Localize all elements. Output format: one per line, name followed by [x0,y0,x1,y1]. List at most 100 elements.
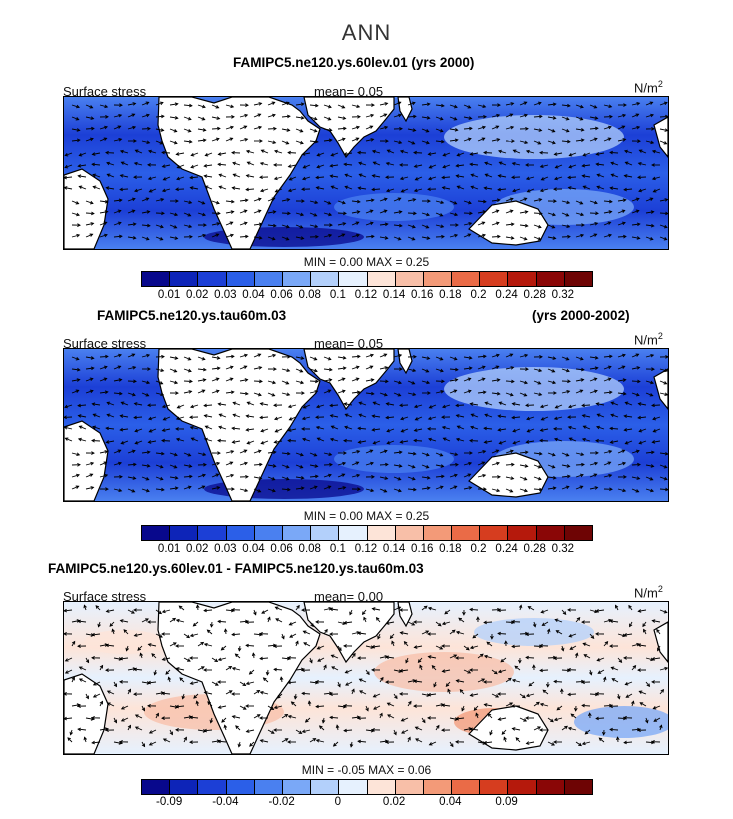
colorbar-tick-label: 0.01 [157,289,181,301]
colorbar-swatch [423,780,453,794]
panel-title: FAMIPC5.ne120.ys.60lev.01 (yrs 2000) [233,55,475,70]
colorbar-swatch [339,526,368,540]
panel-title: FAMIPC5.ne120.ys.60lev.01 - FAMIPC5.ne12… [48,561,424,576]
colorbar-swatch [198,272,227,286]
land-mass [157,349,321,501]
mean-readout: mean= 0.05 [314,84,383,99]
colorbar-swatch [564,780,592,794]
colorbar-swatch [226,780,255,794]
stress-map [64,349,668,501]
contour-region [474,618,594,646]
colorbar-swatch [170,526,199,540]
colorbar-swatch [395,780,424,794]
colorbar-tick-label: 0.16 [411,289,434,301]
units-label: N/m2 [634,331,663,347]
colorbar-swatch [282,780,312,794]
colorbar-swatch [536,526,565,540]
colorbar-tick-label: 0.08 [298,543,321,555]
colorbar [141,779,593,795]
colorbar-tick-label: 0.18 [439,289,462,301]
colorbar-swatch [142,526,171,540]
land-mass [397,602,413,628]
colorbar-tick-label: 0.2 [470,543,487,555]
colorbar-swatch [226,272,255,286]
max-value: 0.25 [405,509,430,523]
mean-label: mean= [314,589,355,604]
contour-region [334,193,454,221]
max-value: 0.25 [405,255,430,269]
mean-readout: mean= 0.00 [314,589,383,604]
land-mass [653,116,668,158]
variable-label: Surface stress [63,84,147,99]
colorbar-tick-label: 0.2 [470,289,487,301]
colorbar-swatch [198,780,227,794]
colorbar-tick-label: 0.03 [214,543,237,555]
land-mass [303,349,395,411]
land-mass [653,368,668,410]
colorbar-swatch [339,780,368,794]
colorbar-swatch [311,526,340,540]
colorbar-tick-label: 0.12 [354,543,378,555]
colorbar-tick-label: 0.06 [270,289,293,301]
colorbar-swatch [311,780,340,794]
variable-label: Surface stress [63,589,147,604]
colorbar-swatch [142,272,171,286]
mean-readout: mean= 0.05 [314,336,383,351]
colorbar-swatch [282,526,312,540]
colorbar-swatch [198,526,227,540]
min-label: MIN = [303,255,337,269]
map-panel [63,348,669,502]
colorbar-swatch [536,780,565,794]
land-mass [64,673,109,754]
min-max-readout: MIN = -0.05 MAX = 0.06 [0,763,733,777]
colorbar-swatch [452,526,481,540]
colorbar-swatch [395,272,424,286]
colorbar-tick-label: 0.24 [495,543,518,555]
colorbar-tick-label: 0.1 [329,543,346,555]
colorbar-swatch [339,272,368,286]
colorbar-swatch [452,272,481,286]
colorbar-tick-label: 0.01 [157,543,181,555]
colorbar-tick-label: 0.02 [186,543,209,555]
colorbar-tick-label: 0.18 [439,543,462,555]
colorbar-tick-label: 0.04 [439,796,462,808]
colorbar-swatch [311,272,340,286]
colorbar-swatch [367,272,396,286]
colorbar-tick-label: 0.28 [523,289,546,301]
units-exponent: 2 [657,584,663,594]
units-exponent: 2 [657,79,663,89]
colorbar-tick-label: 0.24 [495,289,518,301]
colorbar-swatch [452,780,481,794]
min-value: 0.00 [339,509,363,523]
colorbar-tick-label: -0.04 [212,796,239,808]
units-base: N/m [634,80,658,96]
colorbar-tick-label: 0.28 [523,543,546,555]
min-value: -0.05 [337,763,365,777]
colorbar-tick-label: 0.03 [214,289,237,301]
colorbar-swatch [536,272,565,286]
colorbar [141,525,593,541]
map-panel [63,96,669,250]
contour-region [84,630,164,654]
colorbar-tick-label: 0.32 [551,289,575,301]
mean-value: 0.05 [357,336,384,351]
land-mass [397,97,413,123]
land-mass [303,602,395,664]
colorbar-tick-label: 0.1 [329,289,346,301]
colorbar-swatch [423,526,453,540]
units-base: N/m [634,585,658,601]
contour-region [444,115,624,159]
panel-years: (yrs 2000-2002) [532,308,630,323]
variable-label: Surface stress [63,336,147,351]
colorbar-tick-label: -0.09 [156,796,183,808]
colorbar-swatch [480,780,509,794]
land-mass [303,97,395,159]
colorbar-tick-label: 0 [334,796,342,808]
min-value: 0.00 [339,255,363,269]
colorbar-swatch [508,526,537,540]
colorbar-tick-label: 0.14 [382,543,406,555]
max-label: MAX = [368,763,405,777]
colorbar-swatch [564,526,592,540]
max-label: MAX = [366,255,403,269]
colorbar-tick-label: 0.12 [354,289,378,301]
